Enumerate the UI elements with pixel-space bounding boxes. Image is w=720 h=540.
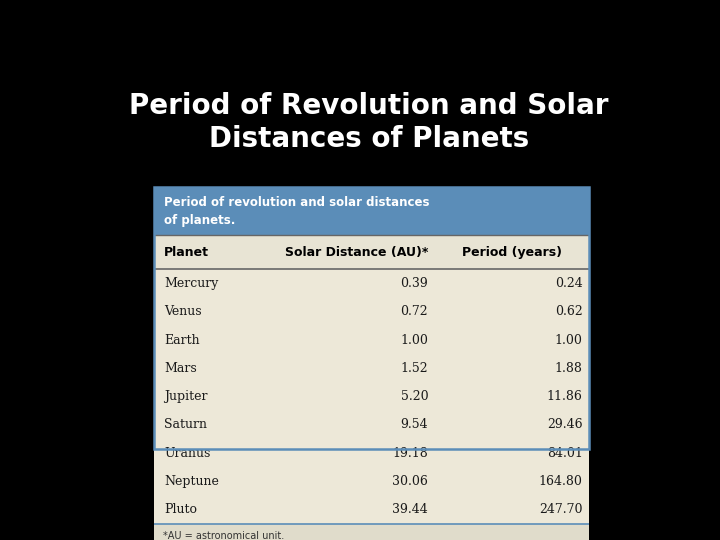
Text: Planet: Planet — [164, 246, 210, 259]
Text: *AU = astronomical unit.: *AU = astronomical unit. — [163, 531, 284, 540]
Text: Venus: Venus — [164, 305, 202, 318]
Text: 1.00: 1.00 — [555, 334, 582, 347]
Text: Earth: Earth — [164, 334, 200, 347]
Text: 39.44: 39.44 — [392, 503, 428, 516]
Text: 84.01: 84.01 — [546, 447, 582, 460]
Text: 9.54: 9.54 — [400, 418, 428, 431]
Text: 29.46: 29.46 — [547, 418, 582, 431]
Bar — [154, 187, 590, 235]
Text: Pluto: Pluto — [164, 503, 197, 516]
Text: 0.39: 0.39 — [400, 277, 428, 290]
Bar — [154, 269, 590, 524]
Text: Saturn: Saturn — [164, 418, 207, 431]
Text: 1.52: 1.52 — [400, 362, 428, 375]
Text: Mercury: Mercury — [164, 277, 219, 290]
Text: 0.62: 0.62 — [555, 305, 582, 318]
Text: Uranus: Uranus — [164, 447, 210, 460]
Text: Neptune: Neptune — [164, 475, 219, 488]
Text: Solar Distance (AU)*: Solar Distance (AU)* — [285, 246, 428, 259]
Text: 247.70: 247.70 — [539, 503, 582, 516]
Text: Mars: Mars — [164, 362, 197, 375]
Text: 5.20: 5.20 — [400, 390, 428, 403]
Text: Period (years): Period (years) — [462, 246, 562, 259]
Text: 30.06: 30.06 — [392, 475, 428, 488]
Text: 1.88: 1.88 — [555, 362, 582, 375]
Bar — [154, 235, 590, 269]
Text: 19.18: 19.18 — [392, 447, 428, 460]
Text: 11.86: 11.86 — [546, 390, 582, 403]
Text: 1.00: 1.00 — [400, 334, 428, 347]
Text: Period of revolution and solar distances
of planets.: Period of revolution and solar distances… — [164, 196, 430, 227]
Text: 164.80: 164.80 — [539, 475, 582, 488]
Bar — [154, 524, 590, 540]
Text: Jupiter: Jupiter — [164, 390, 207, 403]
Text: 0.24: 0.24 — [555, 277, 582, 290]
Text: Period of Revolution and Solar
Distances of Planets: Period of Revolution and Solar Distances… — [130, 92, 608, 153]
Bar — [154, 187, 590, 449]
Text: 0.72: 0.72 — [400, 305, 428, 318]
